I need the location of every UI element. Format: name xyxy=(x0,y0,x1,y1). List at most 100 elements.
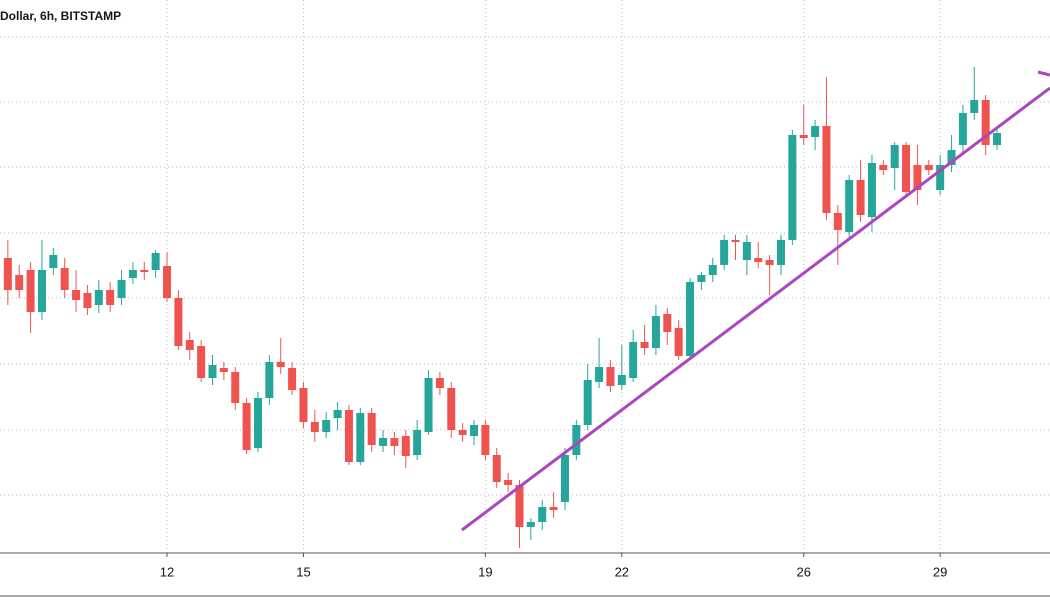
trend-line xyxy=(1037,70,1050,77)
candle-body xyxy=(288,368,297,390)
candle-body xyxy=(572,425,581,455)
candle-body xyxy=(94,290,103,305)
candle-body xyxy=(913,165,922,190)
candle-body xyxy=(15,275,24,290)
candle-body xyxy=(640,342,649,348)
candle-body xyxy=(72,290,81,300)
candle-body xyxy=(413,430,422,455)
candle-body xyxy=(890,145,899,168)
candle-body xyxy=(470,425,479,436)
candle-body xyxy=(947,150,956,165)
candle-body xyxy=(3,258,12,290)
candle-body xyxy=(174,298,183,346)
candle-body xyxy=(185,340,194,350)
candle-body xyxy=(788,135,797,240)
candle-body xyxy=(856,180,865,215)
candle-body xyxy=(447,388,456,430)
x-tick-label: 15 xyxy=(296,564,310,579)
candle-body xyxy=(299,388,308,422)
candle-body xyxy=(629,342,638,378)
candle-body xyxy=(560,455,569,502)
grid xyxy=(0,0,1050,553)
candle-body xyxy=(515,485,524,527)
candle-body xyxy=(435,378,444,388)
candle-body xyxy=(390,438,399,446)
x-tick-label: 12 xyxy=(160,564,174,579)
candle-body xyxy=(242,403,251,450)
candle-body xyxy=(83,293,92,308)
candle-body xyxy=(776,240,785,265)
candle-body xyxy=(356,413,365,462)
candle-body xyxy=(344,410,353,462)
candle-body xyxy=(595,367,604,382)
candle-body xyxy=(504,480,513,485)
candle-body xyxy=(720,240,729,265)
candle-body xyxy=(731,240,740,242)
candle-body xyxy=(867,163,876,217)
chart-title: Dollar, 6h, BITSTAMP xyxy=(0,9,121,23)
candle-body xyxy=(322,420,331,432)
candle-body xyxy=(811,126,820,137)
candle-body xyxy=(128,270,137,278)
candle-body xyxy=(742,242,751,260)
candle-body xyxy=(708,265,717,275)
candle-body xyxy=(936,165,945,190)
candle-body xyxy=(253,398,262,448)
candle-body xyxy=(686,282,695,356)
candle-body xyxy=(140,270,149,272)
candle-body xyxy=(151,253,160,270)
candle-body xyxy=(481,425,490,455)
x-tick-label: 22 xyxy=(615,564,629,579)
candle-body xyxy=(651,316,660,348)
x-axis: 12 15 19 22 26 29 xyxy=(160,553,947,579)
candle-body xyxy=(401,436,410,456)
candle-body xyxy=(765,260,774,265)
candle-body xyxy=(993,133,1002,145)
x-tick-label: 19 xyxy=(478,564,492,579)
candle-body xyxy=(49,255,58,268)
x-tick-label: 26 xyxy=(796,564,810,579)
candle-body xyxy=(958,113,967,145)
candle-body xyxy=(833,213,842,230)
candle-body xyxy=(379,438,388,446)
candle-body xyxy=(549,507,558,510)
candle-body xyxy=(970,100,979,113)
candle-body xyxy=(697,275,706,282)
candle-body xyxy=(60,268,69,290)
candle-body xyxy=(208,365,217,378)
candle-body xyxy=(492,455,501,482)
candle-body xyxy=(163,266,172,298)
trend-line xyxy=(461,86,1050,532)
candle-body xyxy=(197,346,206,378)
candle-body xyxy=(310,422,319,432)
candle-body xyxy=(265,362,274,398)
candle-body xyxy=(583,380,592,425)
candle-body xyxy=(26,270,35,312)
candle-body xyxy=(799,135,808,138)
x-tick-label: 29 xyxy=(933,564,947,579)
candle-body xyxy=(981,100,990,145)
candle-body xyxy=(879,165,888,170)
candle-body xyxy=(276,362,285,367)
candle-body xyxy=(663,314,672,332)
candle-body xyxy=(617,375,626,385)
candle-body xyxy=(219,368,228,372)
candle-body xyxy=(754,258,763,262)
candle-body xyxy=(117,280,126,298)
candle-body xyxy=(37,270,46,312)
candle-body xyxy=(538,507,547,522)
candle-body xyxy=(674,328,683,356)
candle-body xyxy=(367,413,376,445)
candle-body xyxy=(424,378,433,432)
candle-body xyxy=(606,367,615,386)
candle-body xyxy=(458,430,467,435)
candle-body xyxy=(822,126,831,213)
candle-body xyxy=(333,410,342,418)
candles xyxy=(3,67,1002,548)
candle-body xyxy=(924,165,933,170)
candle-body xyxy=(845,180,854,232)
candle-body xyxy=(231,372,240,403)
candle-body xyxy=(106,290,115,305)
